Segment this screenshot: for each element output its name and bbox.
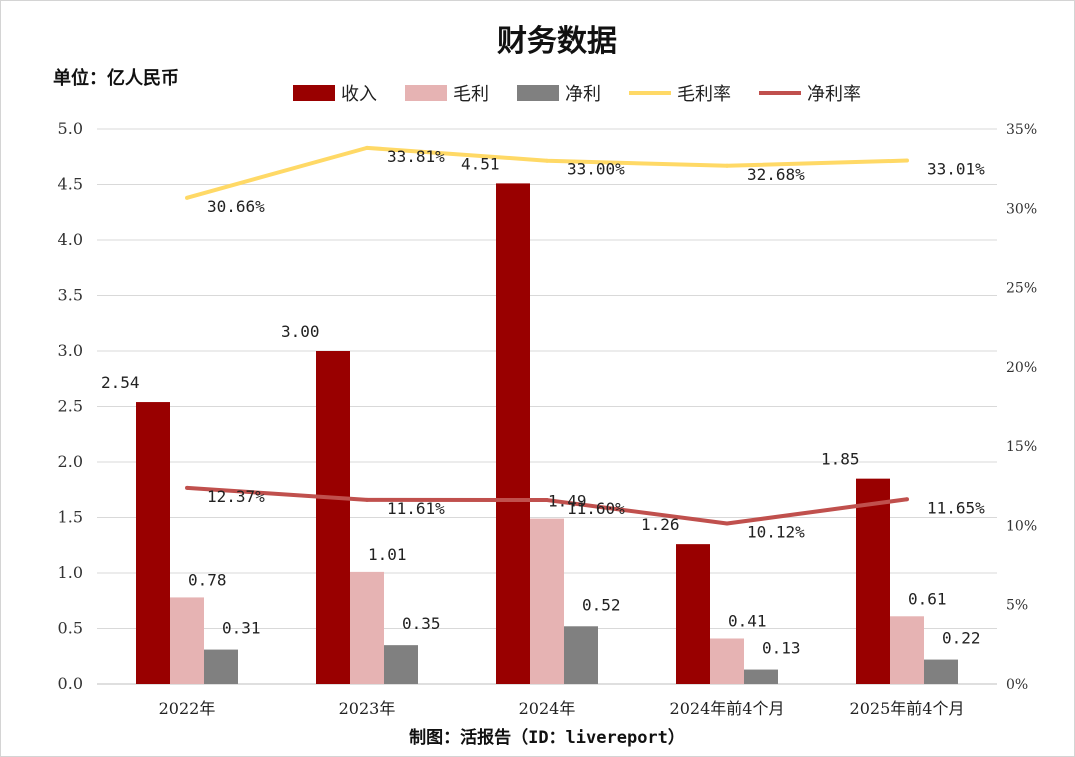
line-data-label: 30.66% <box>207 197 265 216</box>
y-left-tick-label: 3.5 <box>58 286 83 305</box>
bar-data-label: 0.61 <box>908 589 947 608</box>
y-right-tick-label: 15% <box>1006 439 1037 455</box>
y-left-tick-label: 3.0 <box>58 341 83 360</box>
bar-收入-1 <box>316 351 350 684</box>
y-right-tick-label: 0% <box>1006 677 1028 693</box>
line-data-label: 33.00% <box>567 160 625 179</box>
y-axis-right: 0% 5% 10% 15% 20% 25% 30% 35% <box>1006 122 1037 693</box>
bar-data-label: 0.35 <box>402 614 441 633</box>
line-point-毛利率-4 <box>905 158 909 163</box>
y-right-tick-label: 10% <box>1006 518 1037 534</box>
bar-净利-3 <box>744 669 778 684</box>
bar-data-label: 0.22 <box>942 629 981 648</box>
bar-data-label: 0.31 <box>222 619 261 638</box>
line-data-label: 11.60% <box>567 499 625 518</box>
y-left-tick-label: 1.0 <box>58 563 83 582</box>
bar-data-label: 4.51 <box>461 154 500 173</box>
y-right-tick-label: 35% <box>1006 122 1037 138</box>
y-right-tick-label: 25% <box>1006 281 1037 297</box>
bar-净利-2 <box>564 626 598 684</box>
legend: 收入 毛利 净利 毛利率 净利率 <box>293 84 861 105</box>
line-data-label: 11.65% <box>927 498 985 517</box>
legend-swatch-收入 <box>293 85 335 101</box>
line-point-毛利率-2 <box>545 158 549 163</box>
line-point-净利率-1 <box>365 497 369 502</box>
y-left-tick-label: 2.5 <box>58 397 83 416</box>
y-right-tick-label: 30% <box>1006 201 1037 217</box>
x-category-label: 2024年前4个月 <box>670 699 785 718</box>
bar-收入-0 <box>136 402 170 684</box>
bar-data-label: 2.54 <box>101 373 140 392</box>
bar-毛利-4 <box>890 616 924 684</box>
line-point-净利率-2 <box>545 498 549 503</box>
y-left-tick-label: 0.5 <box>58 619 83 638</box>
y-axis-left: 0.0 0.5 1.0 1.5 2.0 2.5 3.0 3.5 4.0 4.5 5.0 <box>58 119 83 693</box>
legend-label-毛利: 毛利 <box>453 84 489 105</box>
line-data-label: 12.37% <box>207 487 265 506</box>
y-left-tick-label: 0.0 <box>58 674 83 693</box>
bar-毛利-0 <box>170 597 204 684</box>
x-category-label: 2024年 <box>519 699 576 718</box>
legend-swatch-净利 <box>517 85 559 101</box>
line-series-group <box>185 145 909 526</box>
bar-收入-3 <box>676 544 710 684</box>
bar-series-group <box>136 183 958 684</box>
line-point-净利率-3 <box>725 521 729 526</box>
bar-data-label: 1.49 <box>548 492 587 511</box>
bar-净利-0 <box>204 649 238 684</box>
y-left-tick-label: 4.0 <box>58 230 83 249</box>
bar-data-label: 3.00 <box>281 322 320 341</box>
credit-text: 制图：活报告（ID：livereport） <box>409 727 685 748</box>
line-data-label: 11.61% <box>387 499 445 518</box>
bar-毛利-2 <box>530 518 564 684</box>
bar-毛利-1 <box>350 571 384 684</box>
bar-data-label: 0.41 <box>728 611 767 630</box>
bar-净利-1 <box>384 645 418 684</box>
bar-收入-2 <box>496 183 530 684</box>
x-axis: 2022年 2023年 2024年 2024年前4个月 2025年前4个月 <box>159 699 965 718</box>
bar-收入-4 <box>856 478 890 684</box>
x-category-label: 2022年 <box>159 699 216 718</box>
bar-净利-4 <box>924 659 958 684</box>
data-labels: 2.54 3.00 4.51 1.26 1.85 0.78 1.01 1.49 0.41 0.61… <box>101 147 985 658</box>
x-category-label: 2025年前4个月 <box>850 699 965 718</box>
chart-title: 财务数据 <box>497 24 617 59</box>
line-point-毛利率-1 <box>365 145 369 150</box>
line-point-净利率-0 <box>185 485 189 490</box>
bar-毛利-3 <box>710 638 744 684</box>
line-data-label: 32.68% <box>747 165 805 184</box>
y-left-tick-label: 5.0 <box>58 119 83 138</box>
line-point-毛利率-0 <box>185 195 189 200</box>
x-category-label: 2023年 <box>339 699 396 718</box>
bar-data-label: 1.26 <box>641 515 680 534</box>
y-right-tick-label: 5% <box>1006 598 1028 614</box>
unit-label: 单位：亿人民币 <box>53 67 179 89</box>
legend-label-净利: 净利 <box>565 84 601 105</box>
bar-data-label: 1.01 <box>368 545 407 564</box>
legend-label-净利率: 净利率 <box>807 84 861 105</box>
y-right-tick-label: 20% <box>1006 360 1037 376</box>
y-left-tick-label: 4.5 <box>58 175 83 194</box>
line-point-净利率-4 <box>905 497 909 502</box>
legend-label-毛利率: 毛利率 <box>677 84 731 105</box>
bar-data-label: 0.13 <box>762 639 801 658</box>
y-left-tick-label: 1.5 <box>58 508 83 527</box>
y-left-tick-label: 2.0 <box>58 452 83 471</box>
line-data-label: 33.01% <box>927 160 985 179</box>
line-point-毛利率-3 <box>725 163 729 168</box>
line-净利率 <box>186 485 908 526</box>
legend-swatch-毛利 <box>405 85 447 101</box>
bar-data-label: 0.52 <box>582 595 621 614</box>
line-data-label: 33.81% <box>387 147 445 166</box>
line-data-label: 10.12% <box>747 523 805 542</box>
bar-data-label: 0.78 <box>188 570 227 589</box>
bar-data-label: 1.85 <box>821 450 860 469</box>
legend-label-收入: 收入 <box>341 84 377 105</box>
